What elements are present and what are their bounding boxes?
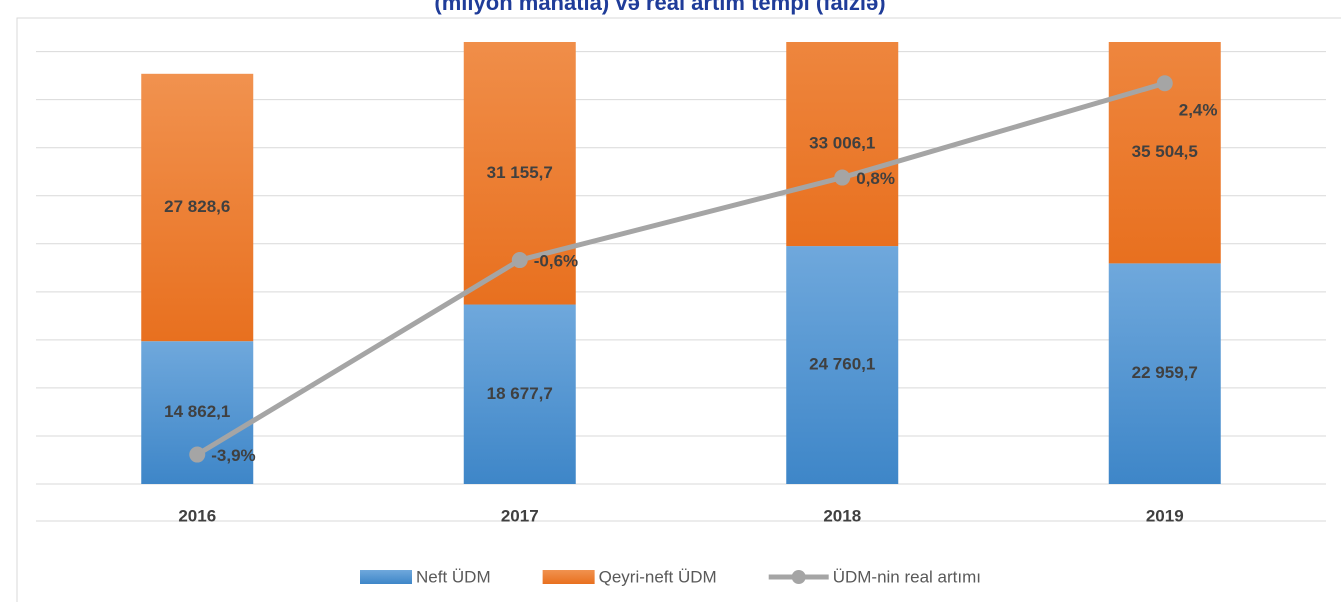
line-marker [189,446,206,463]
line-marker [511,252,528,269]
data-label: 18 677,7 [487,384,553,403]
line-marker [1156,75,1173,92]
data-label: 33 006,1 [809,134,875,153]
data-label: 31 155,7 [487,163,553,182]
plot-area [141,42,1221,484]
legend-swatch [791,570,806,584]
bar [786,246,899,484]
chart-title: (milyon manatla) və real artım tempi (fa… [434,0,885,15]
legend-swatch [360,570,412,584]
chart-frame [16,17,1341,602]
bar [1108,42,1221,264]
data-label: 2,4% [1179,101,1218,120]
data-label: 14 862,1 [164,402,230,421]
data-label: -0,6% [534,252,578,271]
data-label: 22 959,7 [1132,363,1198,382]
x-tick-label: 2017 [501,506,539,525]
data-label: 35 504,5 [1132,142,1198,161]
line-marker [834,169,851,186]
bar [463,304,576,484]
line [195,80,1166,457]
data-label: -3,9% [211,446,255,465]
legend-swatch [542,570,595,584]
data-label: 24 760,1 [809,355,875,374]
bar [786,42,899,247]
legend-label: Neft ÜDM [416,567,491,586]
bar [141,73,254,342]
legend-label: Qeyri-neft ÜDM [599,567,717,586]
x-tick-label: 2019 [1146,506,1184,525]
data-label: 0,8% [856,169,895,188]
x-tick-label: 2016 [178,506,216,525]
bar [1108,263,1221,484]
data-label: 27 828,6 [164,197,230,216]
legend-label: ÜDM-nin real artımı [833,567,981,586]
x-tick-label: 2018 [823,506,861,525]
